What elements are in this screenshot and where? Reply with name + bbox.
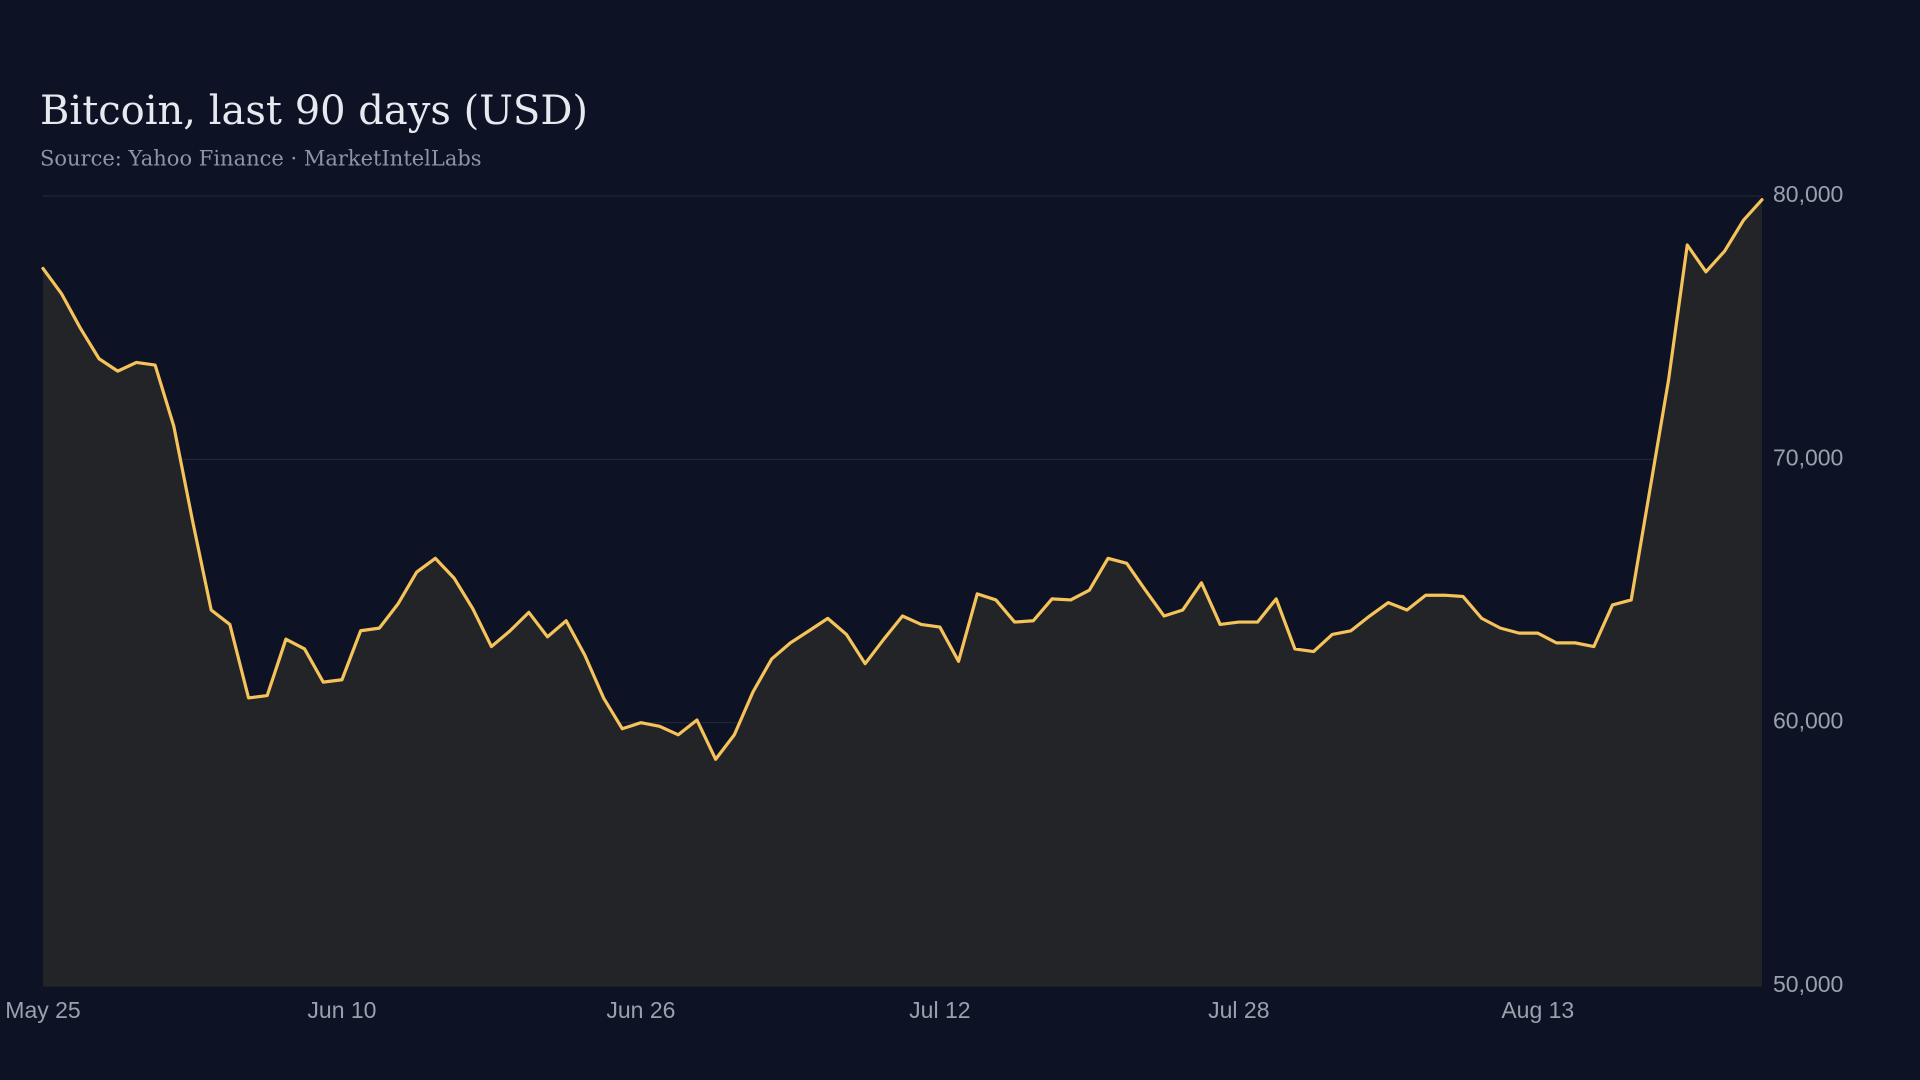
y-tick-label: 80,000 (1773, 181, 1843, 207)
chart-title: Bitcoin, last 90 days (USD) (40, 88, 588, 134)
x-tick-label: Aug 13 (1501, 997, 1574, 1023)
y-tick-label: 60,000 (1773, 708, 1843, 734)
y-tick-label: 70,000 (1773, 444, 1843, 470)
x-tick-label: May 25 (5, 997, 80, 1023)
x-tick-label: Jun 10 (307, 997, 376, 1023)
chart-subtitle: Source: Yahoo Finance · MarketIntelLabs (40, 147, 482, 171)
area (43, 199, 1762, 987)
x-tick-label: Jul 28 (1208, 997, 1269, 1023)
line (41, 198, 1764, 761)
y-tick-label: 50,000 (1773, 971, 1843, 997)
x-tick-label: Jul 12 (909, 997, 970, 1023)
x-tick-label: Jun 26 (606, 997, 675, 1023)
